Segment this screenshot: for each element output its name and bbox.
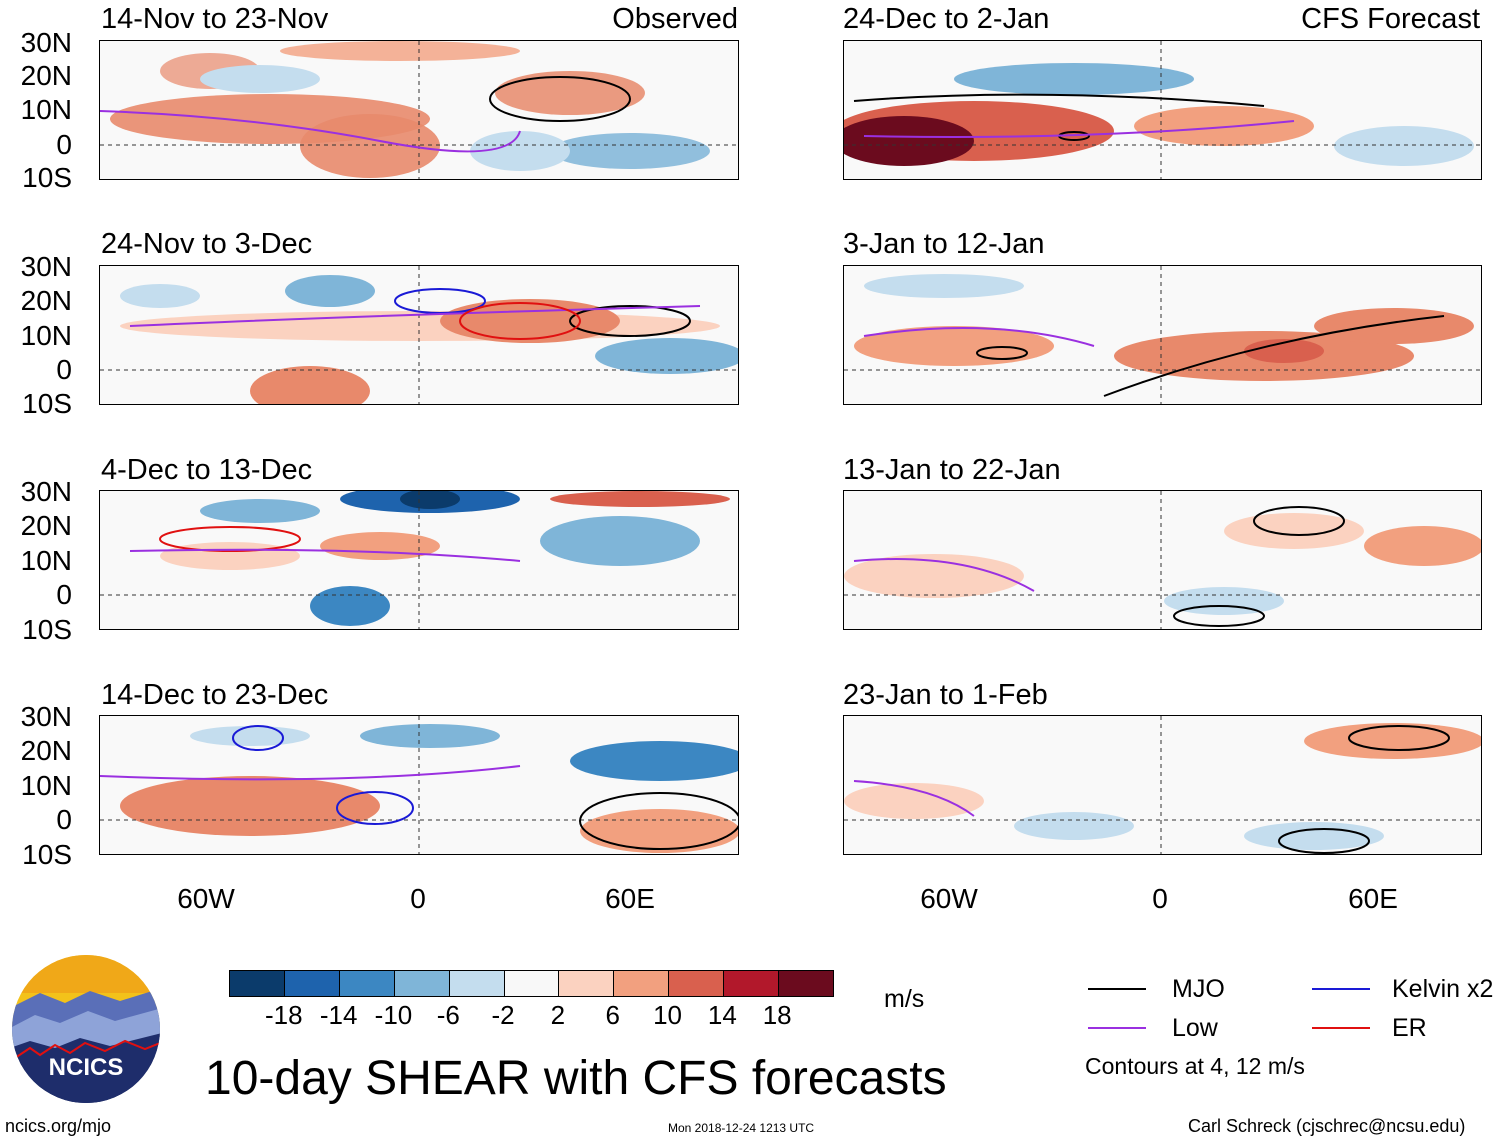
colorbar-swatch <box>284 971 340 996</box>
lat-label: 10N <box>20 320 72 351</box>
colorbar-units: m/s <box>884 985 925 1013</box>
map-panel-1 <box>99 40 739 180</box>
lon-label-right-60w: 60W <box>920 883 978 914</box>
colorbar-swatch <box>339 971 395 996</box>
legend-line-low <box>1088 1027 1146 1029</box>
colorbar-swatch <box>724 971 780 996</box>
lat-label: 0 <box>56 804 72 835</box>
ncics-logo: NCICS <box>10 953 162 1105</box>
map-panel-4 <box>99 715 739 855</box>
lat-label: 30N <box>20 27 72 58</box>
lat-label: 10S <box>22 388 72 419</box>
panel-title-3: 4-Dec to 13-Dec <box>101 454 313 486</box>
lat-label: 30N <box>20 701 72 732</box>
contours-note: Contours at 4, 12 m/s <box>1085 1053 1305 1079</box>
lat-label: 10N <box>20 94 72 125</box>
colorbar-swatch <box>779 971 833 996</box>
colorbar-tick-label: 2 <box>550 1000 566 1030</box>
lat-label: 0 <box>56 579 72 610</box>
lat-label: 30N <box>20 251 72 282</box>
panel-label-observed: Observed <box>612 3 738 35</box>
panel-title-1: 14-Nov to 23-Nov <box>101 3 329 35</box>
panel-label-cfs-forecast: CFS Forecast <box>1301 3 1480 35</box>
colorbar-tick-label: -6 <box>436 1000 460 1030</box>
map-panel-2 <box>99 265 739 405</box>
colorbar-tick-label: -10 <box>374 1000 413 1030</box>
legend-label-low: Low <box>1172 1014 1218 1042</box>
footer-author: Carl Schreck (cjschrec@ncsu.edu) <box>1188 1116 1466 1136</box>
legend-line-er <box>1312 1027 1370 1029</box>
colorbar-tick-label: 18 <box>762 1000 792 1030</box>
lat-label: 0 <box>56 354 72 385</box>
colorbar-swatch <box>230 971 285 996</box>
legend-label-kelvin: Kelvin x2 <box>1392 975 1494 1003</box>
lat-label: 10S <box>22 162 72 193</box>
legend-label-mjo: MJO <box>1172 975 1225 1003</box>
colorbar-tick-label: 14 <box>707 1000 737 1030</box>
logo-text: NCICS <box>49 1054 124 1081</box>
lat-label: 20N <box>20 60 72 91</box>
lon-label-left-0: 0 <box>410 883 426 914</box>
footer-timestamp: Mon 2018-12-24 1213 UTC <box>668 1121 815 1135</box>
lat-label: 10N <box>20 770 72 801</box>
legend-line-kelvin <box>1312 988 1370 990</box>
colorbar-swatch <box>669 971 725 996</box>
colorbar-tick-label: 6 <box>605 1000 620 1030</box>
colorbar-tick-label: 10 <box>653 1000 682 1030</box>
colorbar-swatch <box>614 971 670 996</box>
lat-label: 20N <box>20 510 72 541</box>
map-panel-7 <box>843 490 1482 630</box>
map-panel-3 <box>99 490 739 630</box>
lat-label: 20N <box>20 735 72 766</box>
lon-label-right-60e: 60E <box>1348 883 1398 914</box>
lat-label: 10S <box>22 839 72 870</box>
panel-title-4: 14-Dec to 23-Dec <box>101 679 329 711</box>
colorbar-tick-label: -18 <box>265 1000 303 1030</box>
colorbar-swatch <box>504 971 560 996</box>
legend-line-mjo <box>1088 988 1146 990</box>
panel-title-2: 24-Nov to 3-Dec <box>101 228 313 260</box>
lat-label: 20N <box>20 285 72 316</box>
lat-label: 10S <box>22 614 72 645</box>
main-title: 10-day SHEAR with CFS forecasts <box>205 1052 947 1105</box>
colorbar-swatch <box>559 971 615 996</box>
lon-label-left-60e: 60E <box>605 883 655 914</box>
panel-title-7: 13-Jan to 22-Jan <box>843 454 1061 486</box>
panel-title-8: 23-Jan to 1-Feb <box>843 679 1048 711</box>
lat-label: 0 <box>56 129 72 160</box>
map-panel-6 <box>843 265 1482 405</box>
colorbar <box>229 970 834 997</box>
lon-label-right-0: 0 <box>1152 883 1168 914</box>
panel-title-5: 24-Dec to 2-Jan <box>843 3 1050 35</box>
lon-label-left-60w: 60W <box>177 883 235 914</box>
legend-label-er: ER <box>1392 1014 1427 1042</box>
colorbar-swatch <box>394 971 450 996</box>
footer-link[interactable]: ncics.org/mjo <box>5 1116 112 1136</box>
colorbar-tick-label: -14 <box>319 1000 358 1030</box>
panel-title-6: 3-Jan to 12-Jan <box>843 228 1045 260</box>
map-panel-8 <box>843 715 1482 855</box>
map-panel-5 <box>843 40 1482 180</box>
colorbar-tick-label: -2 <box>491 1000 515 1030</box>
lat-label: 30N <box>20 476 72 507</box>
colorbar-swatch <box>449 971 505 996</box>
lat-label: 10N <box>20 545 72 576</box>
